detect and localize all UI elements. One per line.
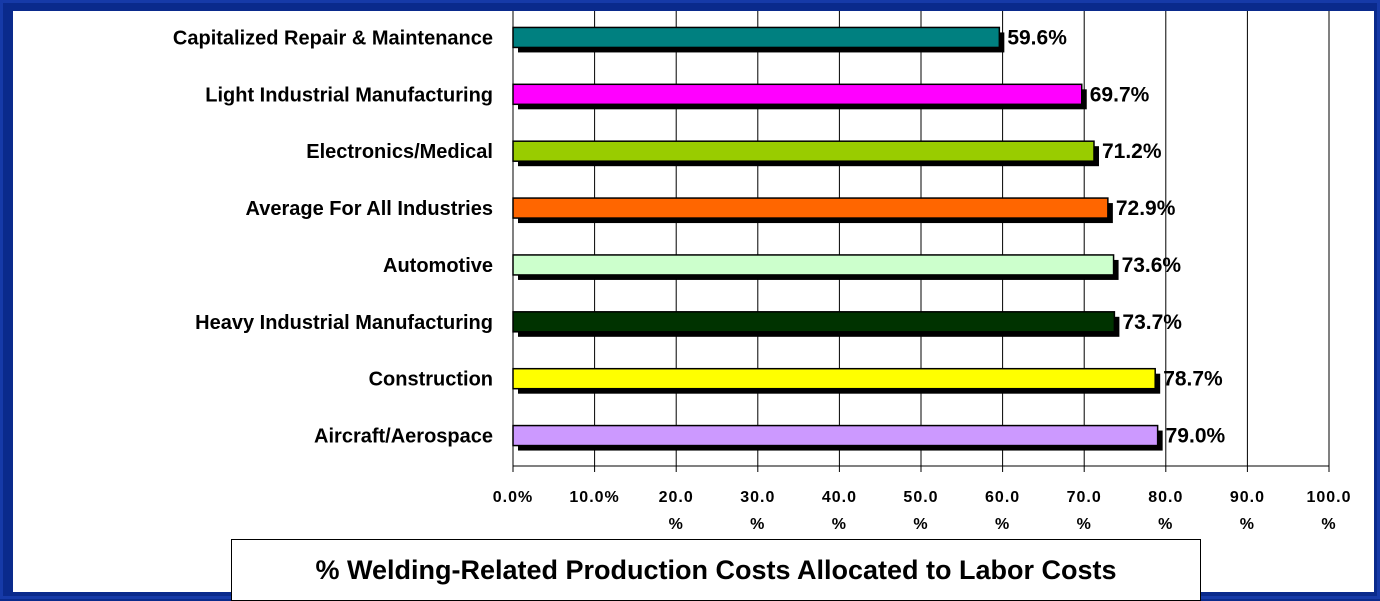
x-axis-title: % Welding-Related Production Costs Alloc… [315,554,1117,585]
value-label: 73.6% [1122,254,1182,277]
x-tick-label: % [913,516,928,533]
x-tick-label: 50.0 [903,489,938,506]
x-tick-label: % [1077,516,1092,533]
bar [512,424,1159,447]
category-label: Aircraft/Aerospace [314,426,493,448]
x-tick-label: 30.0 [740,489,775,506]
chart-panel: 59.6% Capitalized Repair & Maintenance 69.… [13,11,1374,601]
x-tick-label: 60.0 [985,489,1020,506]
category-label: Automotive [383,255,493,277]
bar [512,197,1109,219]
x-tick-label: % [1321,516,1336,533]
x-tick-label: % [995,516,1010,533]
x-axis-title-box: % Welding-Related Production Costs Alloc… [231,539,1201,601]
category-label: Light Industrial Manufacturing [205,84,493,106]
x-tick-label: % [669,516,684,533]
x-tick-label: 90.0 [1230,489,1265,506]
x-tick-label: 80.0 [1148,489,1183,506]
x-tick-label: 70.0 [1067,489,1102,506]
category-label: Capitalized Repair & Maintenance [173,27,493,49]
bar-chart: 59.6% Capitalized Repair & Maintenance 69.… [173,11,1351,533]
bar [512,26,1001,49]
x-tick-label: 40.0 [822,489,857,506]
value-label: 79.0% [1166,425,1226,448]
value-label: 72.9% [1116,197,1176,220]
x-tick-label: % [832,516,847,533]
x-tick-label: % [1158,516,1173,533]
value-label: 69.7% [1090,83,1150,106]
bar [512,140,1095,162]
value-label: 73.7% [1122,311,1182,334]
value-label: 71.2% [1102,140,1162,163]
value-label: 78.7% [1163,368,1223,391]
bar [512,254,1115,276]
category-label: Heavy Industrial Manufacturing [195,312,493,334]
x-tick-label: % [750,516,765,533]
x-tick-label: 100.0 [1306,489,1351,506]
category-label: Average For All Industries [246,198,493,220]
category-label: Electronics/Medical [306,141,493,163]
value-label: 59.6% [1007,26,1067,49]
x-tick-label: % [1240,516,1255,533]
x-tick-label: 10.0% [569,489,619,506]
bar [512,83,1083,106]
x-tick-label: 20.0 [659,489,694,506]
x-tick-label: 0.0% [493,489,533,506]
bar [512,367,1156,390]
category-label: Construction [369,369,493,391]
bar [512,311,1116,333]
